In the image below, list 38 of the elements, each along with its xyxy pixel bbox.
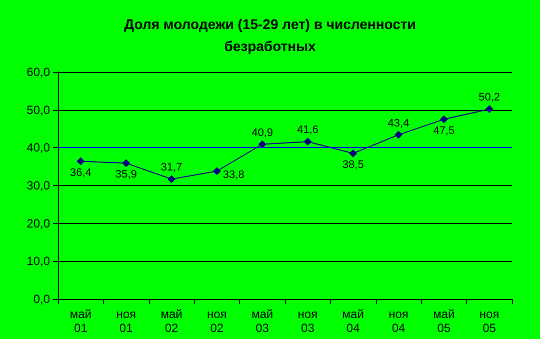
point (349, 149, 358, 158)
data-label: 40,9 (252, 126, 274, 139)
y-tick-label: 50,0 (26, 102, 50, 117)
y-tick-label: 40,0 (26, 140, 50, 155)
y-tick-label: 30,0 (26, 178, 50, 192)
chart-title: Доля молодежи (15-29 лет) в численности безработных (124, 16, 416, 54)
x-tick-label: май 03 (251, 307, 274, 335)
y-tick-label: 0,0 (33, 292, 50, 306)
data-label: 35,9 (115, 168, 137, 181)
y-tick-label: 60,0 (26, 65, 50, 79)
x-tick-label: май 01 (70, 307, 92, 335)
x-tick-label: ноя 05 (479, 307, 500, 335)
data-label: 50,2 (478, 92, 500, 104)
point (258, 140, 266, 148)
point (485, 105, 494, 114)
data-label: 38,5 (342, 158, 364, 171)
data-label: 41,6 (296, 124, 318, 136)
point (440, 115, 448, 124)
point (212, 167, 221, 176)
x-tick-label: ноя 01 (116, 307, 136, 335)
point (122, 159, 130, 168)
x-tick-label: май 05 (433, 307, 455, 335)
y-tick-label: 10,0 (26, 254, 50, 268)
x-tick-label: ноя 03 (298, 307, 318, 335)
x-tick-label: май 02 (160, 307, 182, 335)
y-tick-label: 20,0 (26, 216, 50, 230)
point (76, 157, 85, 166)
data-label: 47,5 (433, 124, 455, 137)
point (168, 175, 176, 184)
data-label: 36,4 (70, 166, 92, 179)
x-tick-label: май 04 (342, 307, 364, 335)
point (304, 138, 312, 146)
data-label: 43,4 (388, 117, 410, 130)
x-tick-label: ноя 02 (206, 307, 227, 335)
data-label: 31,7 (160, 162, 182, 174)
x-tick-label: ноя 04 (388, 307, 408, 335)
data-label: 33,8 (222, 169, 244, 182)
point (394, 130, 402, 139)
